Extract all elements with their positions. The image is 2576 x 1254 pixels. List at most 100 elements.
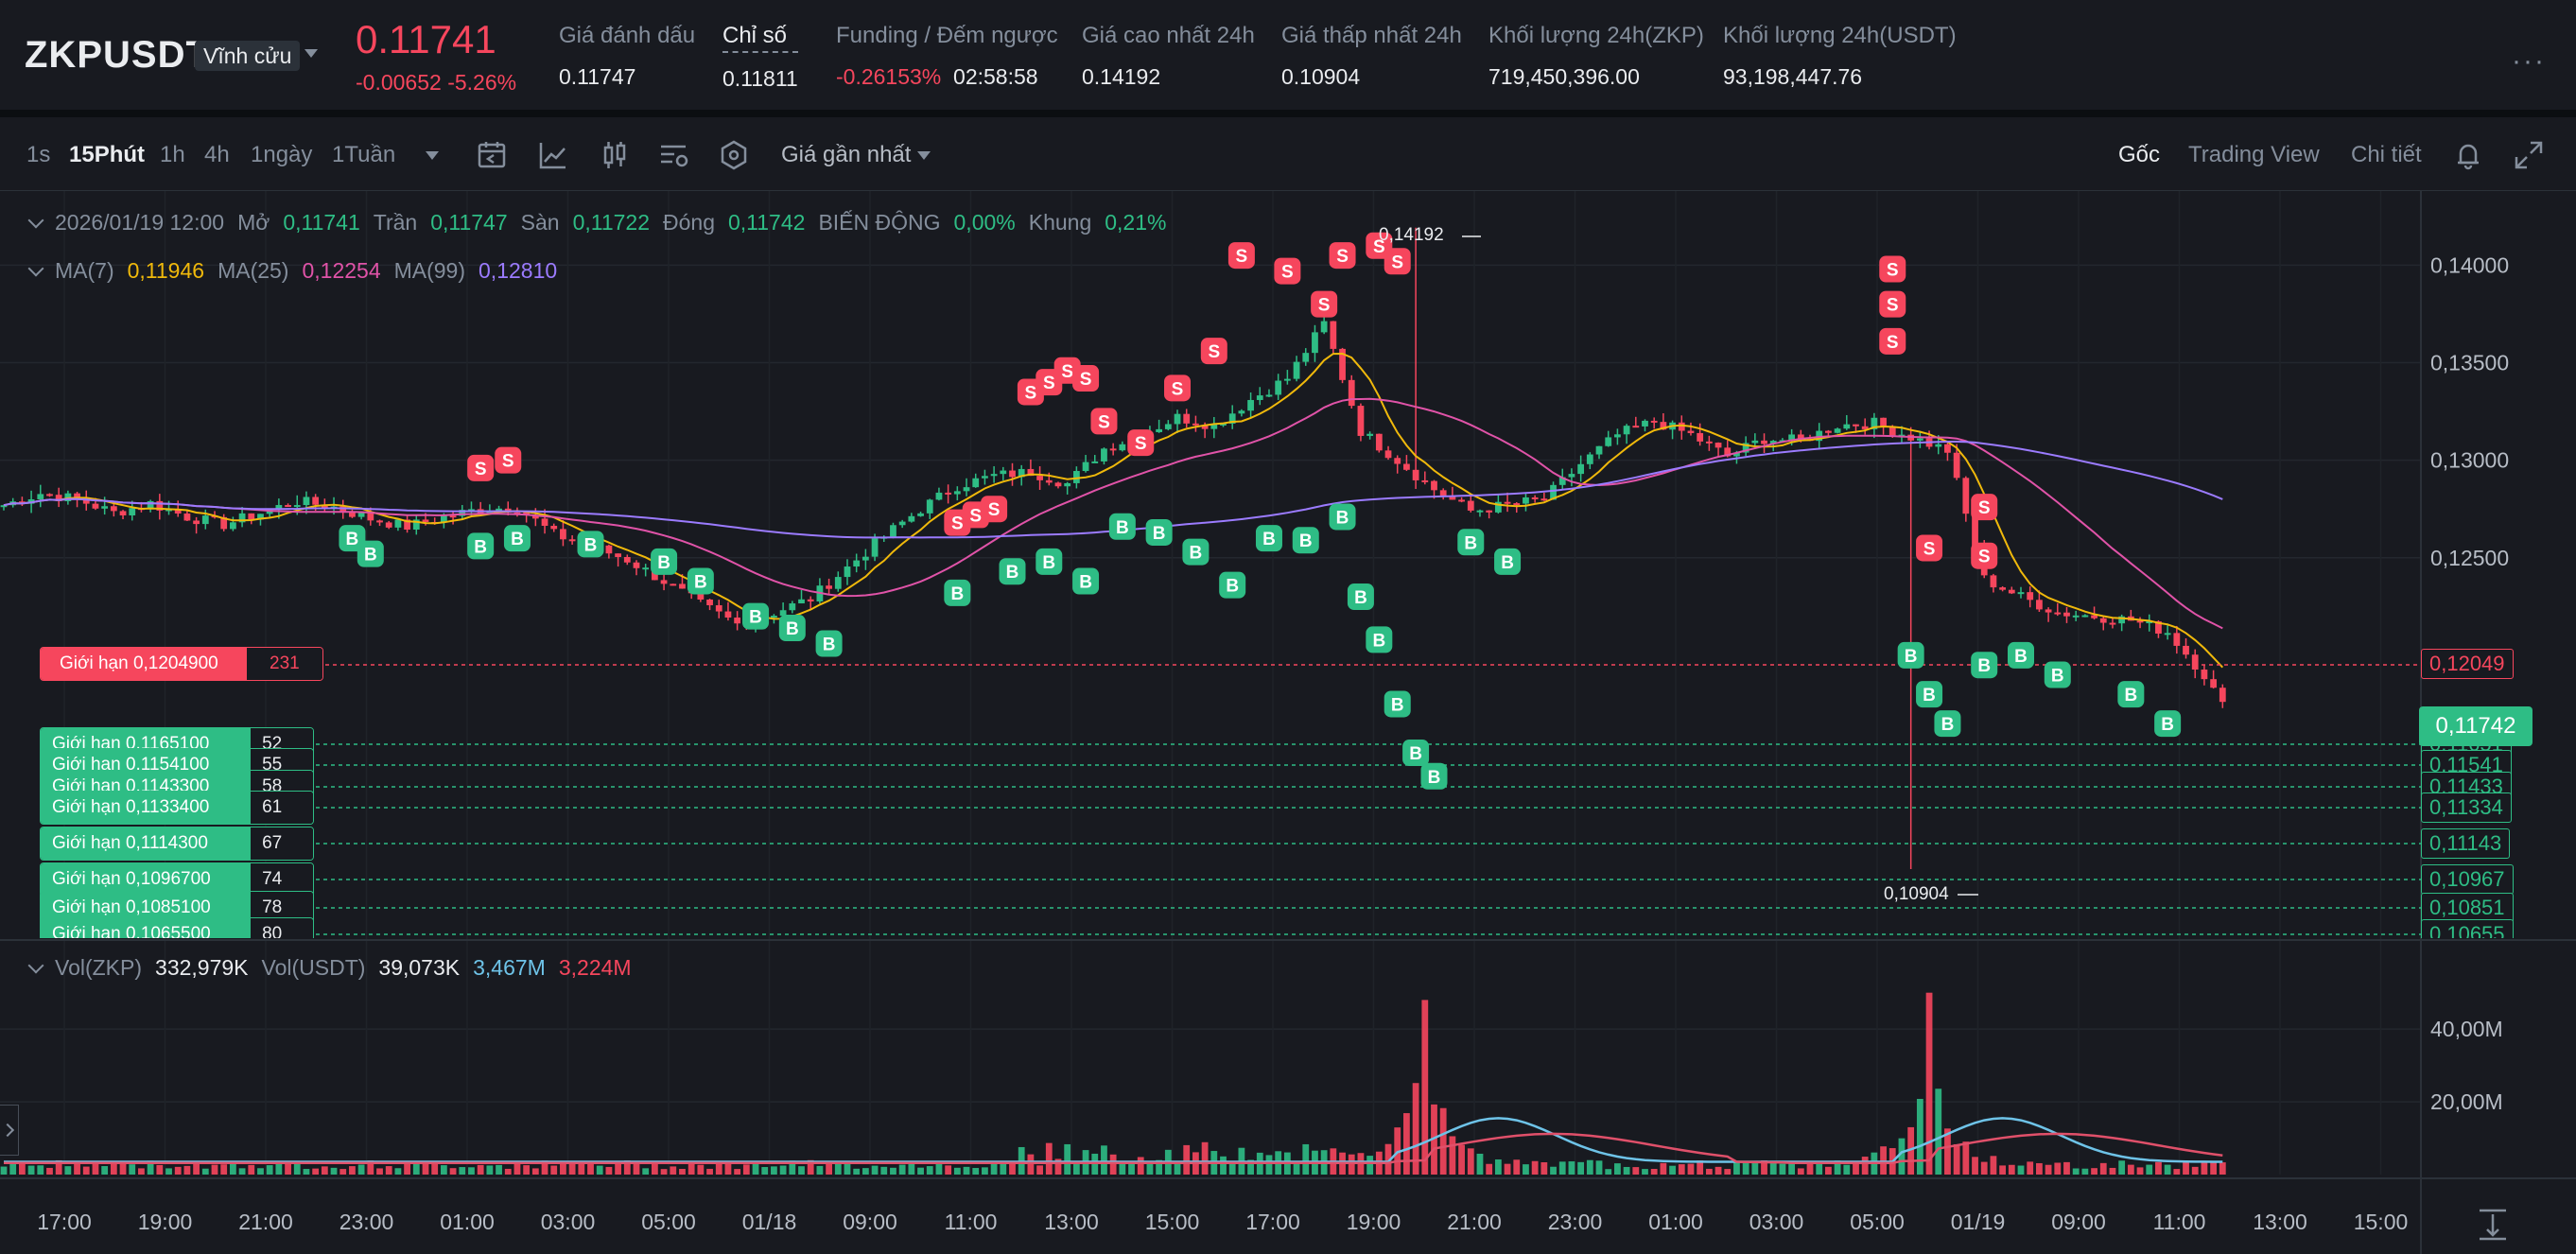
order-qty[interactable]: 67 <box>251 827 313 860</box>
candles-icon[interactable] <box>598 138 632 172</box>
volume-bar <box>468 1167 475 1175</box>
volume-bar <box>660 1169 668 1175</box>
volume-bar <box>1577 1161 1585 1175</box>
stat-label[interactable]: Chỉ số <box>722 23 798 53</box>
line-chart-icon[interactable] <box>536 138 570 172</box>
buy-marker <box>1072 567 1100 595</box>
timeframe-1h[interactable]: 1h <box>160 142 185 167</box>
timeframe-4h[interactable]: 4h <box>204 142 230 167</box>
order-qty[interactable]: 74 <box>251 863 313 896</box>
volume-bar <box>349 1166 356 1175</box>
order-label[interactable]: Giới hạn 0,1114300 <box>41 827 252 860</box>
buy-marker <box>687 567 714 595</box>
volume-bar <box>357 1164 365 1175</box>
order-qty[interactable]: 231 <box>247 648 322 680</box>
chevron-down-icon[interactable] <box>27 957 44 974</box>
sell-marker-label: S <box>502 452 514 472</box>
timeframe-15m[interactable]: 15Phút <box>69 142 146 167</box>
order-label[interactable]: Giới hạn 0,1133400 <box>41 792 252 824</box>
candle-body <box>293 505 301 508</box>
volume-bar <box>275 1160 283 1175</box>
volume-bar <box>2164 1164 2171 1175</box>
volume-bar <box>1064 1143 1071 1175</box>
expand-panel-button[interactable] <box>0 1105 19 1156</box>
volume-bar <box>1119 1163 1126 1175</box>
tab-original[interactable]: Gốc <box>2118 142 2161 167</box>
candle-body <box>1861 426 1869 429</box>
candle-body <box>1586 454 1593 464</box>
buy-marker <box>1916 681 1943 708</box>
candle-body <box>1366 433 1374 436</box>
symbol-name[interactable]: ZKPUSDT <box>25 34 210 76</box>
timeframe-1d[interactable]: 1ngày <box>251 142 313 167</box>
buy-marker-label: B <box>950 584 964 604</box>
stat-value: 719,450,396.00 <box>1488 64 1640 89</box>
volume-bar <box>1000 1163 1007 1175</box>
volume-bar <box>1421 1000 1429 1175</box>
sell-marker <box>1879 327 1906 355</box>
volume-bar <box>147 1160 154 1175</box>
tab-trading-view[interactable]: Trading View <box>2188 142 2320 167</box>
more-dots-icon[interactable]: ··· <box>2512 45 2546 77</box>
stat-index-price[interactable]: Chỉ số 0.11811 <box>722 23 798 92</box>
buy-order-tag[interactable]: Giới hạn 0,1096700 74 <box>40 862 314 897</box>
buy-marker <box>1457 529 1485 556</box>
candle-body <box>935 492 943 500</box>
volume-bar <box>376 1168 383 1175</box>
candle-body <box>1953 452 1960 479</box>
stat-value: 0.11811 <box>722 66 798 91</box>
timeframe-1s[interactable]: 1s <box>26 142 51 167</box>
volume-bar <box>9 1162 17 1175</box>
order-qty[interactable]: 61 <box>251 792 313 824</box>
volume-bar <box>1697 1160 1704 1175</box>
buy-marker <box>1219 571 1246 599</box>
candle-body <box>670 583 677 586</box>
order-label[interactable]: Giới hạn 0,1096700 <box>41 863 252 896</box>
buy-order-tag[interactable]: Giới hạn 0,1114300 67 <box>40 827 314 861</box>
candle-body <box>1687 430 1695 433</box>
sell-marker-label: S <box>1080 370 1092 390</box>
candle-body <box>1540 498 1548 501</box>
buy-marker-label: B <box>1977 656 1991 676</box>
buy-order-tag[interactable]: Giới hạn 0,1133400 61 <box>40 791 314 825</box>
volume-bar <box>742 1164 750 1175</box>
sell-marker-label: S <box>1318 296 1331 316</box>
volume-bar <box>156 1164 164 1175</box>
timeframe-1w[interactable]: 1Tuần <box>332 142 396 167</box>
fullscreen-icon[interactable] <box>2512 138 2546 172</box>
price-source-select[interactable]: Giá gần nhất <box>781 142 912 167</box>
candle-body <box>1302 353 1310 362</box>
buy-marker-label: B <box>2161 715 2174 735</box>
contract-type-badge[interactable]: Vĩnh cửu <box>195 41 301 71</box>
candle-body <box>1834 428 1841 433</box>
chevron-down-icon[interactable] <box>917 151 931 160</box>
order-label[interactable]: Giới hạn 0,1204900 <box>41 648 247 680</box>
buy-order-tag[interactable]: Giới hạn 0,1065500 80 <box>40 917 314 938</box>
tab-details[interactable]: Chi tiết <box>2351 142 2422 167</box>
order-label[interactable]: Giới hạn 0,1065500 <box>41 918 252 938</box>
sell-order-tag[interactable]: Giới hạn 0,1204900 231 <box>40 647 323 681</box>
volume-bar <box>1027 1154 1035 1175</box>
candle-body <box>0 505 8 508</box>
candle-body <box>834 577 842 589</box>
volume-bar <box>1742 1160 1749 1175</box>
calendar-icon[interactable] <box>475 138 509 172</box>
order-qty[interactable]: 80 <box>251 918 313 938</box>
volume-bar <box>1595 1160 1603 1175</box>
buy-marker-label: B <box>1079 573 1092 593</box>
volume-bar <box>1623 1166 1630 1175</box>
chevron-down-icon[interactable] <box>305 49 318 58</box>
time-axis-label: 23:00 <box>1548 1210 1603 1234</box>
candle-body <box>963 487 970 492</box>
candle-body <box>496 508 502 513</box>
timeframe-dropdown-icon[interactable] <box>426 151 439 160</box>
hexagon-settings-icon[interactable] <box>717 138 751 172</box>
legend-ma25: 0,12254 <box>302 258 381 283</box>
indicator-settings-icon[interactable] <box>657 138 691 172</box>
bell-icon[interactable] <box>2451 138 2485 172</box>
time-axis-label: 11:00 <box>2153 1210 2206 1234</box>
sell-marker <box>981 496 1008 523</box>
candle-body <box>615 553 621 557</box>
